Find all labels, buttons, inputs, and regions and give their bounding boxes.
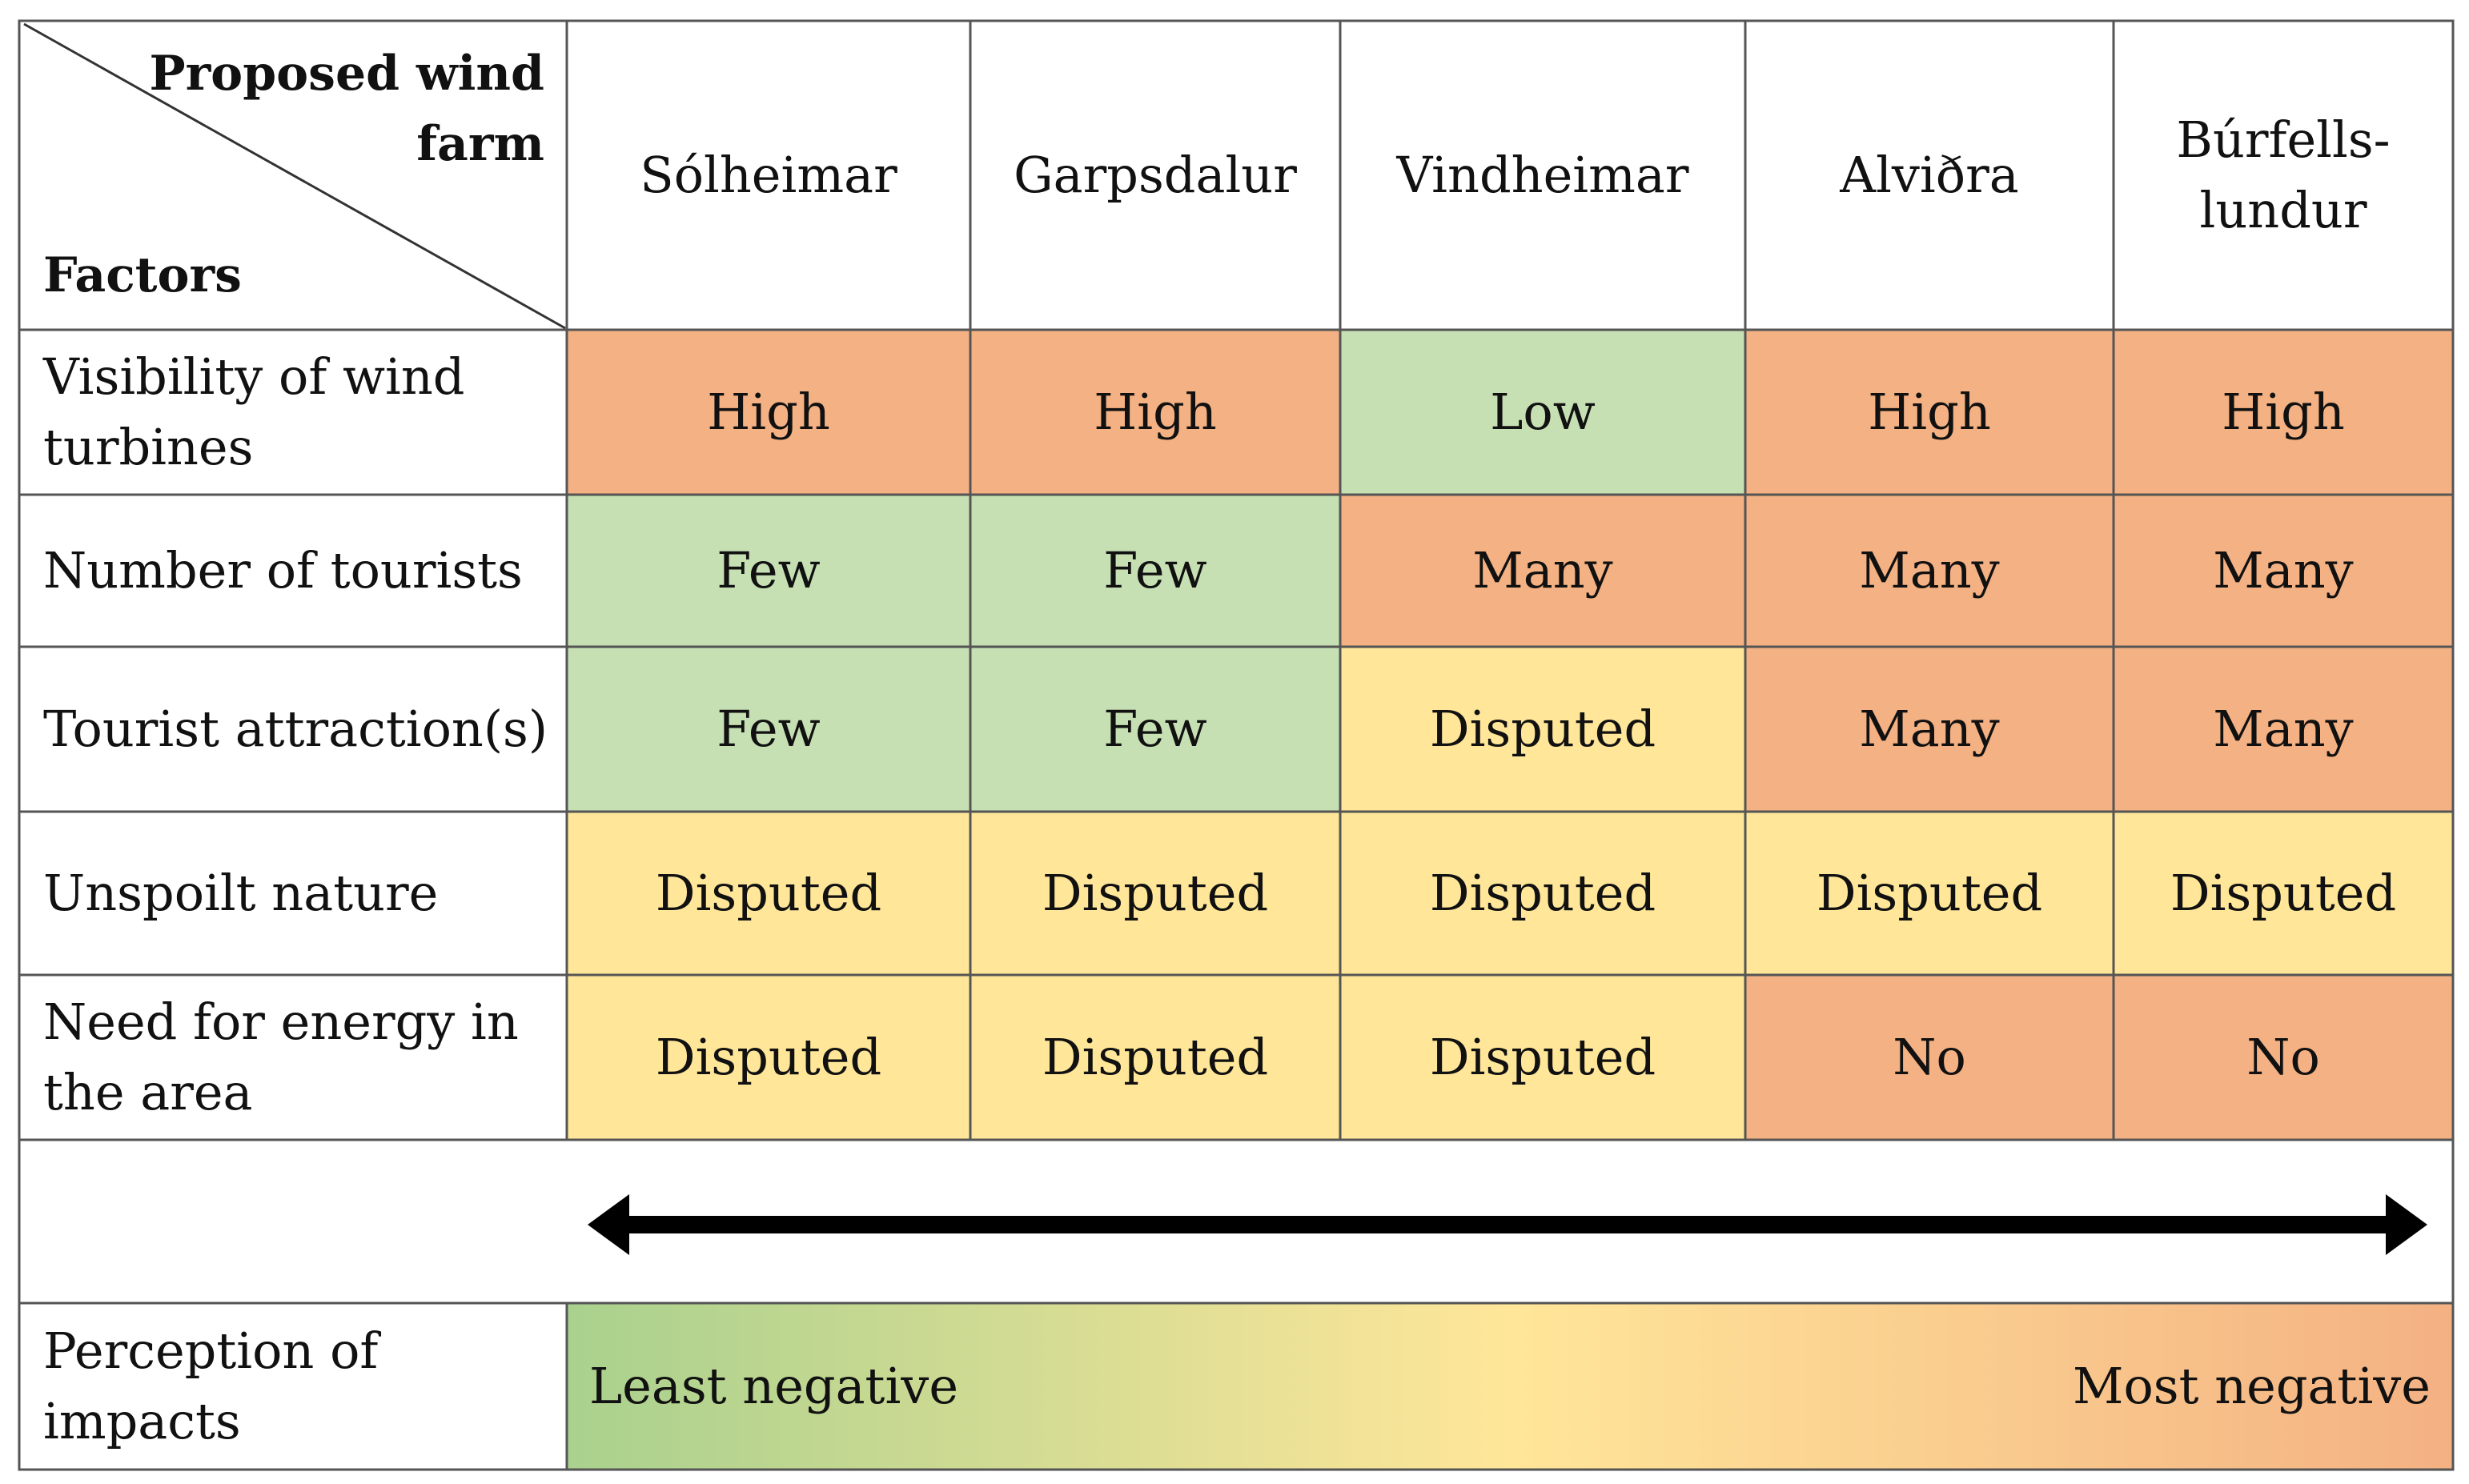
rating-cell: Many <box>2114 495 2453 647</box>
rating-value: Disputed <box>655 1028 882 1086</box>
rating-cell: Many <box>1745 495 2114 647</box>
rating-value: Disputed <box>655 864 882 922</box>
perception-gradient-scale: Least negative Most negative <box>567 1303 2453 1470</box>
header-alvidra: Alviðra <box>1745 21 2114 330</box>
factor-energy-need: Need for energy in the area <box>19 975 567 1140</box>
rating-cell: Many <box>1340 495 1745 647</box>
rating-value: Many <box>2213 541 2354 600</box>
header-solheimar: Sólheimar <box>567 21 970 330</box>
rating-cell: High <box>567 330 970 495</box>
factor-label: Number of tourists <box>43 541 523 600</box>
rating-value: Many <box>2213 700 2354 758</box>
rating-value: Disputed <box>1429 1028 1656 1086</box>
rating-value: Few <box>1103 541 1207 600</box>
factor-label: Unspoilt nature <box>43 864 439 922</box>
rating-cell: Disputed <box>567 812 970 975</box>
rating-cell: No <box>2114 975 2453 1140</box>
rating-value: Disputed <box>2170 864 2397 922</box>
perception-label-cell: Perception of impacts <box>19 1303 567 1470</box>
rating-cell: Disputed <box>970 812 1340 975</box>
rating-cell: Many <box>1745 647 2114 812</box>
rating-cell: No <box>1745 975 2114 1140</box>
arrow-row <box>19 1140 2453 1303</box>
rating-cell: Low <box>1340 330 1745 495</box>
factor-label: Tourist attraction(s) <box>43 700 548 758</box>
rating-value: No <box>1893 1028 1966 1086</box>
rating-cell: Disputed <box>970 975 1340 1140</box>
rating-value: Few <box>717 700 821 758</box>
rating-value: High <box>1868 383 1991 441</box>
farm-name: Vindheimar <box>1396 146 1689 204</box>
rating-cell: Few <box>970 647 1340 812</box>
farm-name: Alviðra <box>1840 146 2019 204</box>
rating-value: Disputed <box>1042 1028 1269 1086</box>
rating-cell: Many <box>2114 647 2453 812</box>
factor-attractions: Tourist attraction(s) <box>19 647 567 812</box>
most-negative-label: Most negative <box>2073 1357 2431 1415</box>
rating-value: High <box>1094 383 1217 441</box>
factor-tourists: Number of tourists <box>19 495 567 647</box>
rating-cell: High <box>1745 330 2114 495</box>
rating-value: Disputed <box>1816 864 2043 922</box>
factor-unspoilt-nature: Unspoilt nature <box>19 812 567 975</box>
rating-cell: High <box>2114 330 2453 495</box>
rating-value: Many <box>1472 541 1613 600</box>
rating-value: High <box>2222 383 2345 441</box>
rating-value: Disputed <box>1429 864 1656 922</box>
rating-cell: Few <box>567 495 970 647</box>
rating-cell: Few <box>567 647 970 812</box>
header-garpsdalur: Garpsdalur <box>970 21 1340 330</box>
corner-top-label: Proposed wind farm <box>149 46 544 172</box>
factor-label: Visibility of wind turbines <box>43 347 465 476</box>
rating-value: Few <box>1103 700 1207 758</box>
rating-value: Low <box>1490 383 1596 441</box>
rating-cell: High <box>970 330 1340 495</box>
rating-cell: Disputed <box>1745 812 2114 975</box>
farm-name: Sólheimar <box>640 146 897 204</box>
rating-cell: Few <box>970 495 1340 647</box>
rating-value: Many <box>1859 700 2000 758</box>
farm-name: Garpsdalur <box>1014 146 1297 204</box>
rating-cell: Disputed <box>567 975 970 1140</box>
rating-cell: Disputed <box>2114 812 2453 975</box>
perception-label: Perception of impacts <box>43 1322 379 1450</box>
rating-cell: Disputed <box>1340 975 1745 1140</box>
rating-value: Disputed <box>1429 700 1656 758</box>
farm-name: Búrfells- lundur <box>2176 110 2391 239</box>
corner-bottom-label: Factors <box>43 247 242 303</box>
rating-value: Few <box>717 541 821 600</box>
header-burfellslundur: Búrfells- lundur <box>2114 21 2453 330</box>
header-vindheimar: Vindheimar <box>1340 21 1745 330</box>
rating-cell: Disputed <box>1340 812 1745 975</box>
corner-header-cell: Proposed wind farm Factors <box>19 21 567 330</box>
rating-value: Many <box>1859 541 2000 600</box>
rating-cell: Disputed <box>1340 647 1745 812</box>
rating-value: High <box>707 383 830 441</box>
rating-value: No <box>2246 1028 2320 1086</box>
rating-value: Disputed <box>1042 864 1269 922</box>
least-negative-label: Least negative <box>589 1357 959 1415</box>
factor-label: Need for energy in the area <box>43 993 519 1121</box>
factor-visibility: Visibility of wind turbines <box>19 330 567 495</box>
